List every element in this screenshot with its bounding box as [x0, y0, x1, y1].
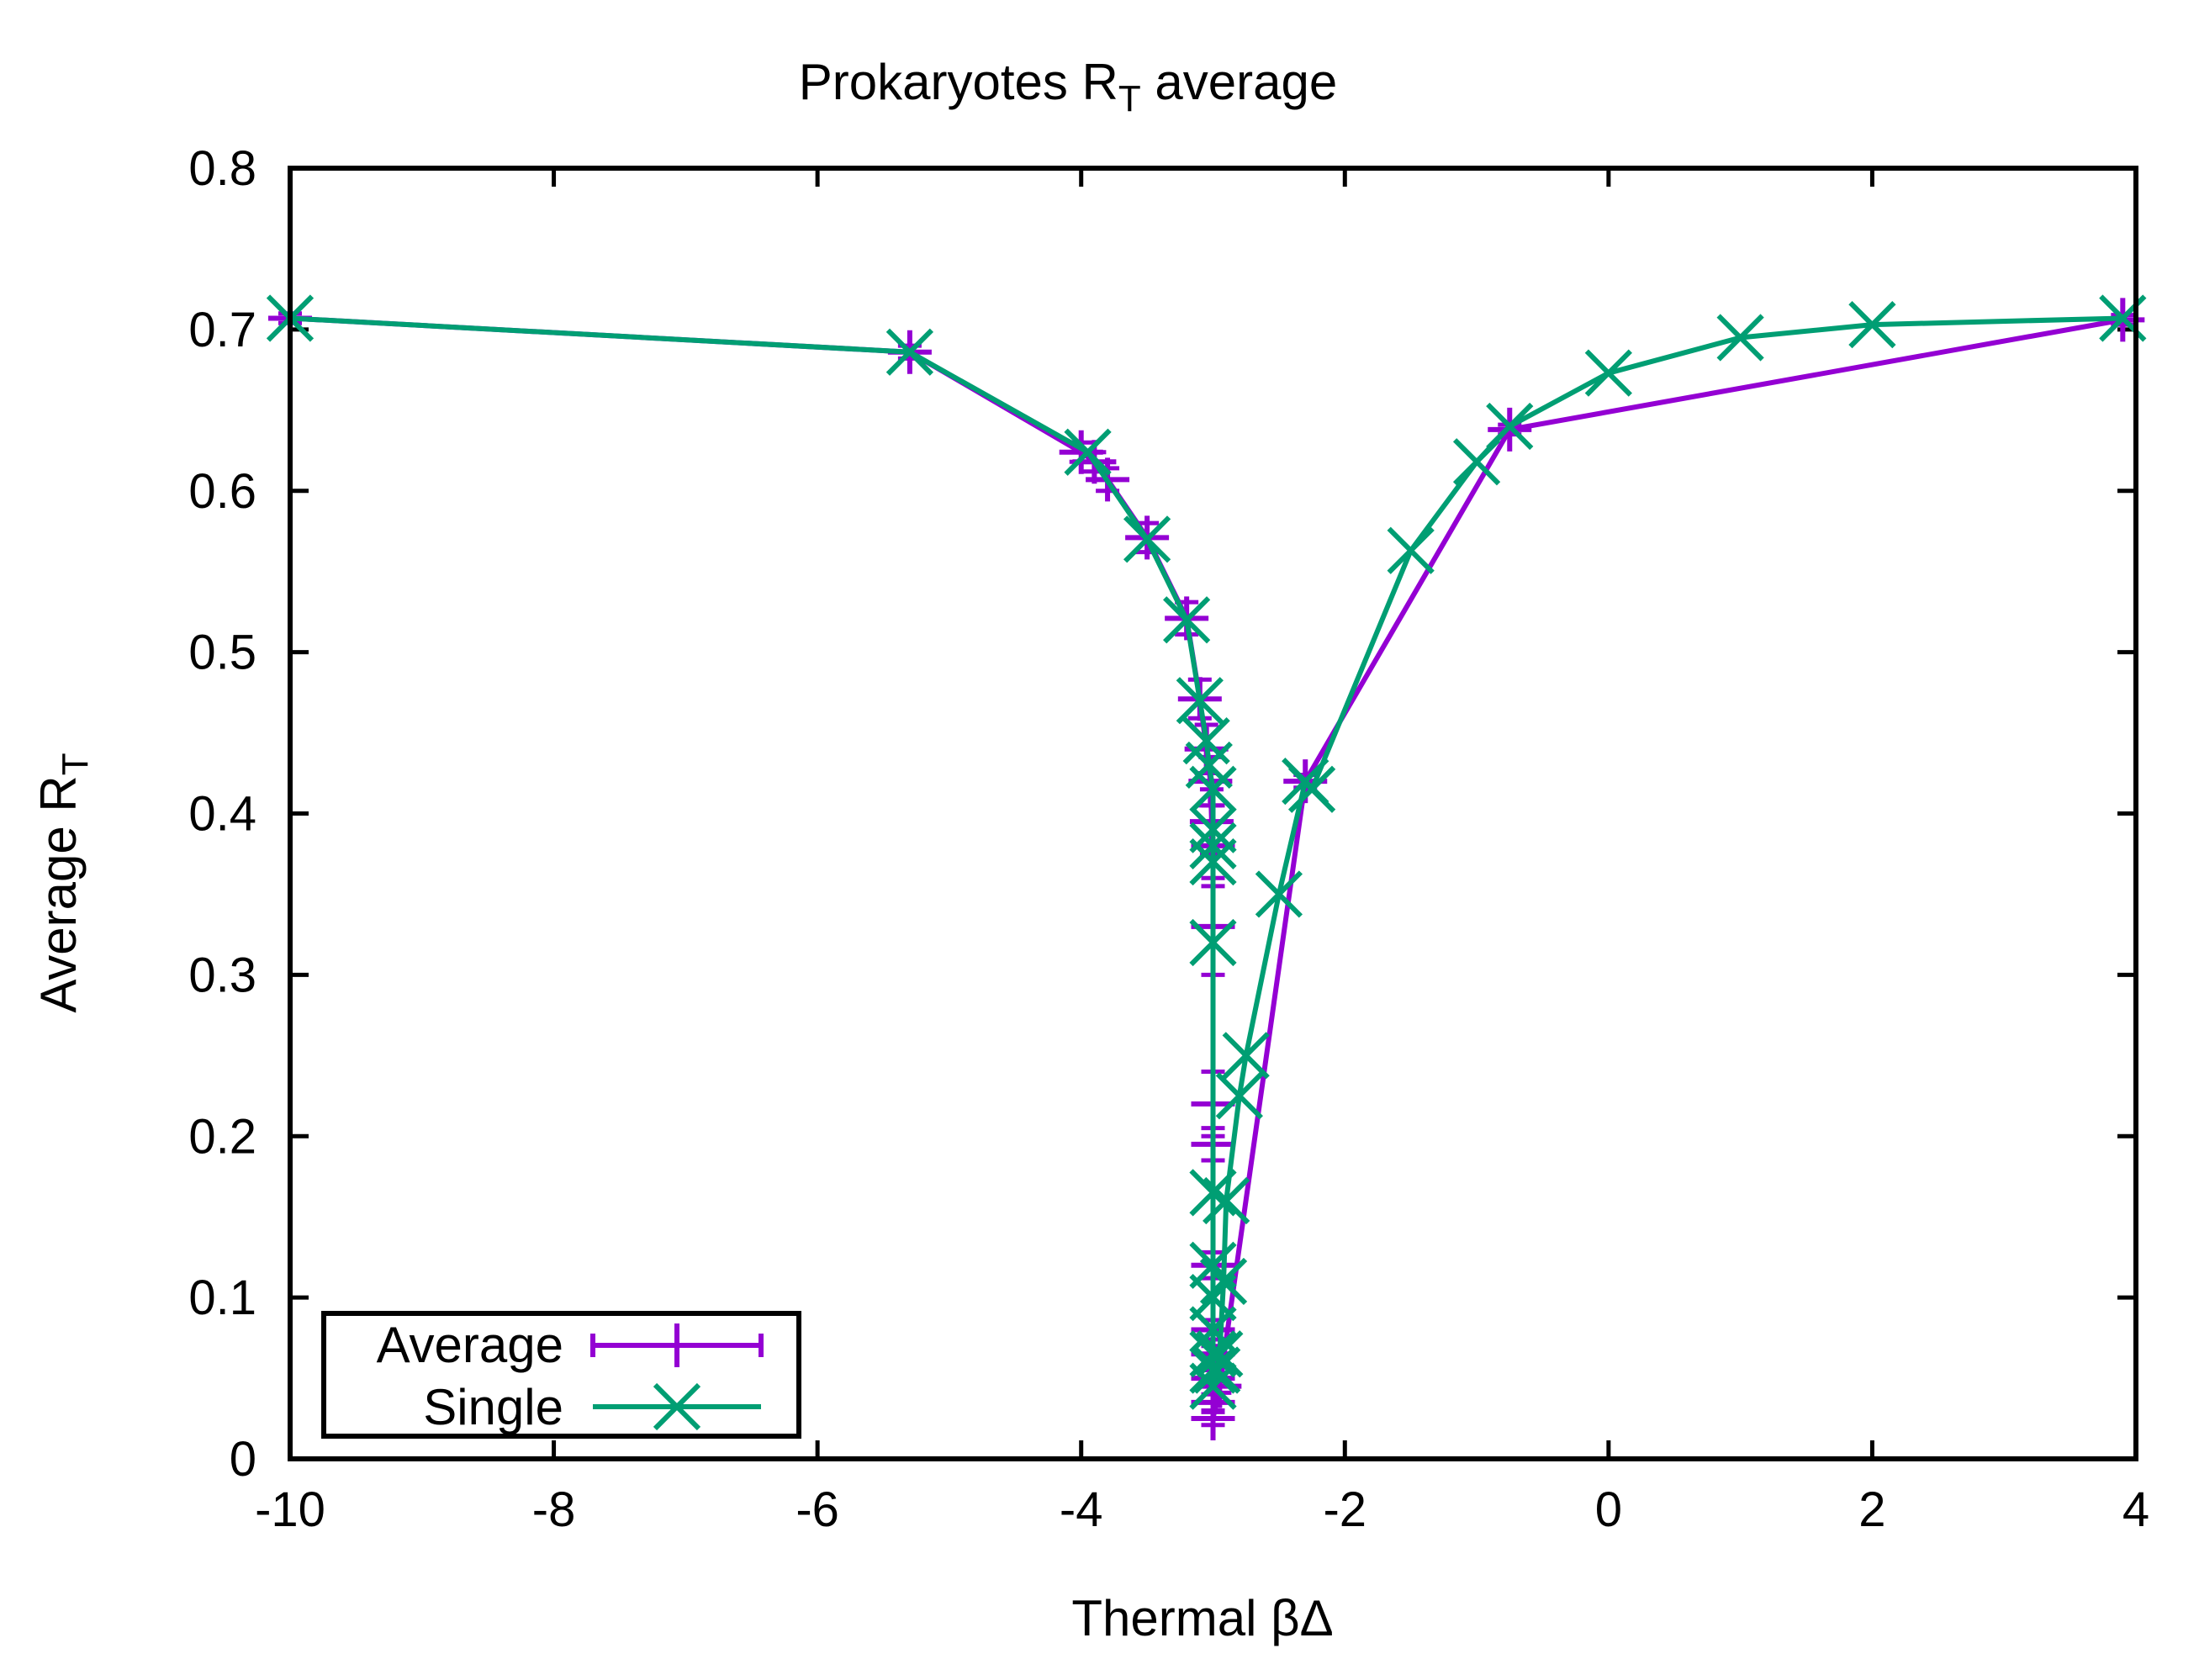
data-point [885, 328, 934, 376]
ticks: -10 -8 -6 -4 -2 0 2 4 0 0.1 0.2 0.3 0.4 0.5 0.6 0.7 0.8 [188, 141, 2149, 1537]
y-tick-label: 0.5 [188, 626, 256, 680]
chart-title-text: Prokaryotes R [799, 54, 1118, 110]
svg-text:Average RT: Average RT [30, 753, 96, 1012]
legend-samples [590, 1323, 764, 1431]
data-point [1189, 1346, 1237, 1394]
data-point [1215, 1072, 1263, 1120]
y-axis-title-text: Average R [30, 775, 87, 1012]
data-point [1848, 300, 1896, 349]
y-tick-label: 0.6 [188, 464, 256, 519]
data-point [1486, 402, 1534, 451]
data-point [1193, 1346, 1241, 1394]
y-tick-label: 0 [230, 1432, 256, 1487]
legend: Average Single [321, 1311, 801, 1439]
data-point [1716, 314, 1764, 362]
legend-marker-single [653, 1382, 701, 1431]
data-point [1199, 1257, 1248, 1306]
data-point [1203, 1176, 1250, 1225]
legend-label-average: Average [377, 1317, 563, 1373]
x-tick-label: 4 [2122, 1482, 2149, 1537]
data-point [1176, 677, 1224, 725]
chart-title-subscript: T [1118, 78, 1141, 119]
x-tick-label: 0 [1595, 1482, 1622, 1537]
x-tick-label: -8 [532, 1482, 576, 1537]
series-single [266, 294, 2147, 1410]
plot-frame [288, 166, 2138, 1461]
chart-title-suffix: average [1141, 54, 1338, 110]
data-point [1189, 837, 1237, 886]
x-tick-label: 2 [1858, 1482, 1885, 1537]
y-tick-label: 0.4 [188, 787, 256, 842]
data-point [1584, 349, 1632, 397]
data-point [1387, 526, 1435, 574]
data-point [1196, 1330, 1244, 1378]
plot-series [266, 294, 2147, 1441]
data-point [1287, 765, 1336, 813]
y-axis-title: Average RT [30, 753, 96, 1012]
data-point [1189, 1169, 1237, 1217]
data-point [1189, 765, 1237, 813]
y-tick-label: 0.1 [188, 1271, 256, 1325]
legend-box [321, 1311, 801, 1439]
data-point [1163, 596, 1211, 644]
svg-text:Prokaryotes RT average: Prokaryotes RT average [799, 54, 1338, 119]
data-point [1064, 428, 1112, 476]
data-point [1123, 515, 1171, 563]
y-tick-label: 0.2 [188, 1109, 256, 1164]
legend-errorbar-average [590, 1334, 764, 1357]
x-axis-title: Thermal βΔ [1071, 1590, 1333, 1646]
y-tick-label: 0.7 [188, 303, 256, 357]
data-point [1189, 822, 1237, 870]
x-tick-label: -10 [255, 1482, 325, 1537]
data-point [1255, 870, 1303, 918]
chart-title: Prokaryotes RT average [799, 54, 1338, 119]
x-tick-label: -6 [796, 1482, 839, 1537]
data-point [1189, 918, 1237, 967]
x-tick-label: -4 [1060, 1482, 1103, 1537]
y-axis-title-subscript: T [55, 753, 96, 775]
legend-label-single: Single [423, 1379, 563, 1435]
data-point [1191, 1397, 1235, 1441]
x-tick-label: -2 [1323, 1482, 1366, 1537]
legend-marker-average [655, 1323, 699, 1367]
y-tick-label: 0.8 [188, 141, 256, 196]
data-point [1222, 1032, 1270, 1080]
y-tick-label: 0.3 [188, 948, 256, 1002]
